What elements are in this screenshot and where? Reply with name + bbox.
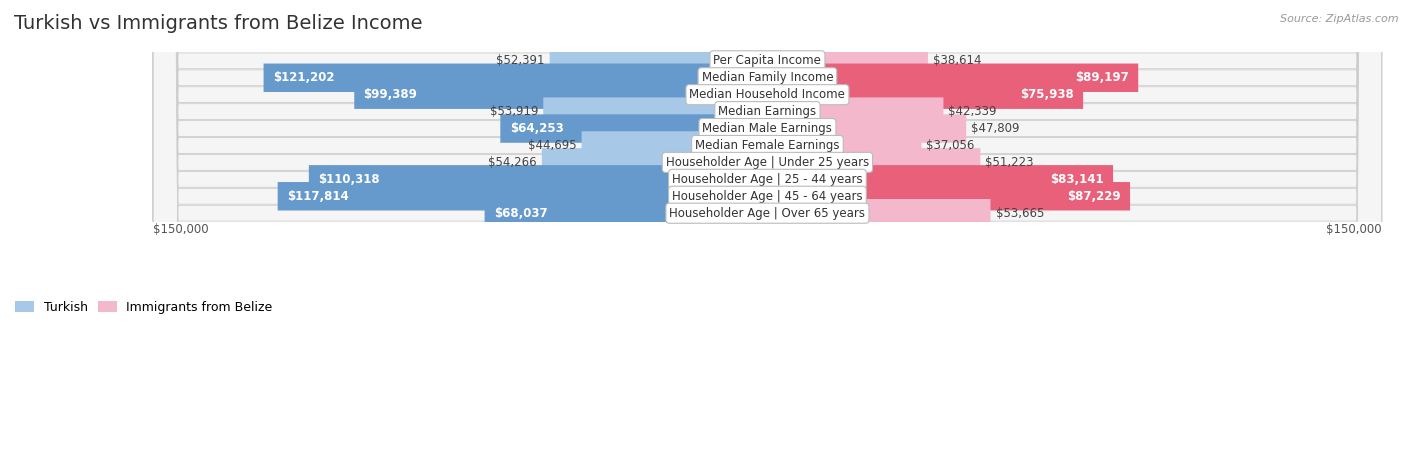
Text: $47,809: $47,809 [972, 122, 1019, 135]
Text: $51,223: $51,223 [986, 156, 1033, 169]
Text: $68,037: $68,037 [494, 207, 547, 219]
Text: Turkish vs Immigrants from Belize Income: Turkish vs Immigrants from Belize Income [14, 14, 423, 33]
Text: $37,056: $37,056 [927, 139, 974, 152]
FancyBboxPatch shape [153, 0, 1382, 467]
Text: $121,202: $121,202 [273, 71, 335, 84]
Text: $53,665: $53,665 [995, 207, 1043, 219]
FancyBboxPatch shape [768, 131, 921, 160]
FancyBboxPatch shape [153, 0, 1382, 467]
FancyBboxPatch shape [768, 199, 991, 227]
Text: Householder Age | Over 65 years: Householder Age | Over 65 years [669, 207, 866, 219]
FancyBboxPatch shape [153, 0, 1382, 467]
FancyBboxPatch shape [550, 47, 768, 75]
Text: Median Male Earnings: Median Male Earnings [703, 122, 832, 135]
Text: $150,000: $150,000 [1326, 223, 1382, 236]
FancyBboxPatch shape [768, 165, 1114, 193]
Text: $89,197: $89,197 [1076, 71, 1129, 84]
FancyBboxPatch shape [501, 114, 768, 143]
FancyBboxPatch shape [354, 80, 768, 109]
FancyBboxPatch shape [582, 131, 768, 160]
Legend: Turkish, Immigrants from Belize: Turkish, Immigrants from Belize [15, 301, 273, 314]
FancyBboxPatch shape [153, 0, 1382, 467]
FancyBboxPatch shape [768, 80, 1083, 109]
Text: $44,695: $44,695 [529, 139, 576, 152]
FancyBboxPatch shape [153, 0, 1382, 467]
Text: Householder Age | 25 - 44 years: Householder Age | 25 - 44 years [672, 173, 863, 186]
Text: Median Household Income: Median Household Income [689, 88, 845, 101]
Text: Median Earnings: Median Earnings [718, 105, 817, 118]
Text: Median Family Income: Median Family Income [702, 71, 834, 84]
Text: $64,253: $64,253 [510, 122, 564, 135]
Text: $117,814: $117,814 [287, 190, 349, 203]
FancyBboxPatch shape [768, 98, 943, 126]
Text: Householder Age | 45 - 64 years: Householder Age | 45 - 64 years [672, 190, 863, 203]
FancyBboxPatch shape [153, 0, 1382, 467]
Text: Householder Age | Under 25 years: Householder Age | Under 25 years [666, 156, 869, 169]
Text: $52,391: $52,391 [496, 54, 544, 67]
Text: Per Capita Income: Per Capita Income [713, 54, 821, 67]
FancyBboxPatch shape [768, 47, 928, 75]
Text: $150,000: $150,000 [153, 223, 209, 236]
Text: $87,229: $87,229 [1067, 190, 1121, 203]
FancyBboxPatch shape [768, 148, 980, 177]
Text: Median Female Earnings: Median Female Earnings [695, 139, 839, 152]
FancyBboxPatch shape [153, 0, 1382, 467]
FancyBboxPatch shape [153, 0, 1382, 467]
FancyBboxPatch shape [768, 182, 1130, 211]
FancyBboxPatch shape [485, 199, 768, 227]
Text: $110,318: $110,318 [318, 173, 380, 186]
Text: $54,266: $54,266 [488, 156, 537, 169]
FancyBboxPatch shape [768, 64, 1139, 92]
FancyBboxPatch shape [153, 0, 1382, 467]
FancyBboxPatch shape [263, 64, 768, 92]
FancyBboxPatch shape [768, 114, 966, 143]
FancyBboxPatch shape [541, 148, 768, 177]
Text: $53,919: $53,919 [489, 105, 538, 118]
FancyBboxPatch shape [277, 182, 768, 211]
FancyBboxPatch shape [153, 0, 1382, 467]
Text: $83,141: $83,141 [1050, 173, 1104, 186]
Text: Source: ZipAtlas.com: Source: ZipAtlas.com [1281, 14, 1399, 24]
Text: $38,614: $38,614 [934, 54, 981, 67]
Text: $75,938: $75,938 [1019, 88, 1074, 101]
Text: $99,389: $99,389 [364, 88, 418, 101]
FancyBboxPatch shape [543, 98, 768, 126]
Text: $42,339: $42,339 [949, 105, 997, 118]
FancyBboxPatch shape [309, 165, 768, 193]
